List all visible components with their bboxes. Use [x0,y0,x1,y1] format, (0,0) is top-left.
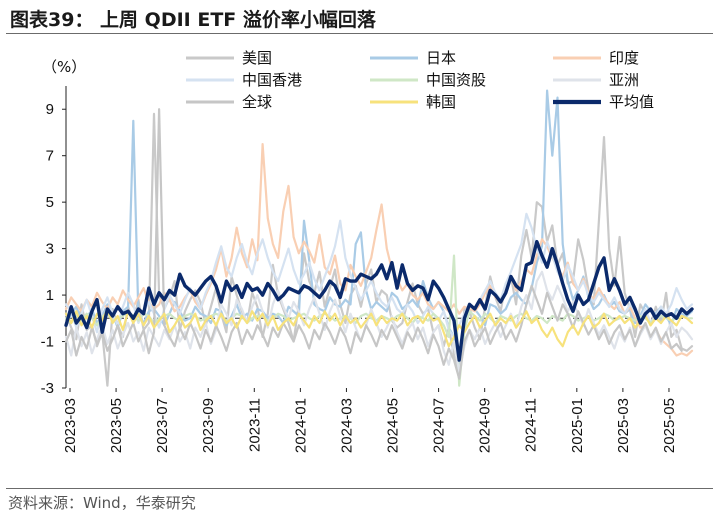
x-tick-label: 2023-05 [108,398,125,453]
y-axis-unit: （%） [42,58,86,76]
series-line [64,212,694,338]
y-tick-label: 9 [46,101,54,118]
x-tick-label: 2024-05 [385,398,402,453]
x-tick-label: 2024-03 [338,398,355,453]
x-tick-label: 2023-11 [246,398,263,452]
title-rule [6,33,713,34]
x-tick-label: 2025-03 [615,398,632,453]
footer-rule [6,488,713,489]
y-tick-label: 3 [46,241,54,258]
x-tick-label: 2023-07 [154,398,171,453]
y-tick-label: -3 [41,380,54,397]
x-tick-label: 2024-09 [477,398,494,453]
legend-label: 印度 [609,49,639,67]
series-line [64,108,683,380]
x-tick-label: 2024-11 [523,398,540,452]
series-line [64,239,694,362]
y-tick-label: 7 [46,148,54,165]
legend-label: 亚洲 [609,71,639,89]
source-note: 资料来源：Wind，华泰研究 [8,494,196,512]
x-tick-label: 2025-01 [569,398,586,453]
legend-label: 平均值 [609,93,654,111]
series-line [64,307,694,348]
x-tick-label: 2023-09 [200,398,217,453]
line-chart: 9 7 5 3 1 -1 -3 （%） 2023-03 2023-05 2023-07 2023-09… [41,49,694,453]
x-tick-label: 2024-01 [292,398,309,453]
title-bar: 图表39： 上周 QDII ETF 溢价率小幅回落 [0,0,719,34]
y-tick-label: 1 [46,287,54,304]
x-tick-label: 2025-05 [661,398,678,453]
legend-label: 中国资股 [426,71,486,89]
legend-label: 韩国 [426,93,456,111]
legend-label: 美国 [242,49,272,67]
x-tick-label: 2023-03 [62,398,79,453]
chart-title: 图表39： 上周 QDII ETF 溢价率小幅回落 [10,9,376,31]
legend-label: 全球 [242,93,272,111]
legend-label: 日本 [426,49,456,67]
y-tick-label: -1 [41,334,54,351]
x-tick-label: 2024-07 [431,398,448,453]
legend-label: 中国香港 [242,71,302,89]
y-tick-label: 5 [46,194,54,211]
